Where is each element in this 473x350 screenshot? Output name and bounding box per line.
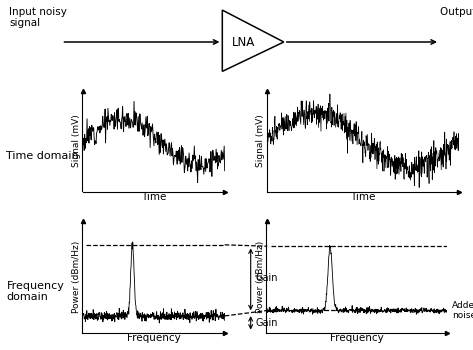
Text: Gain: Gain [255, 273, 278, 282]
Text: Added
noise: Added noise [452, 301, 473, 320]
Text: Frequency
domain: Frequency domain [7, 281, 64, 302]
Text: Gain: Gain [255, 318, 278, 328]
Text: Input noisy
signal: Input noisy signal [9, 7, 67, 28]
Text: Output signal: Output signal [440, 7, 473, 17]
Text: Time domain: Time domain [7, 151, 79, 161]
X-axis label: Time: Time [141, 192, 166, 202]
X-axis label: Frequency: Frequency [127, 334, 181, 343]
Y-axis label: Signal (mV): Signal (mV) [72, 114, 81, 167]
X-axis label: Frequency: Frequency [330, 333, 384, 343]
Y-axis label: Power (dBm/Hz): Power (dBm/Hz) [72, 240, 81, 313]
Y-axis label: Signal (mV): Signal (mV) [256, 114, 265, 167]
Y-axis label: Power (dBm/Hz): Power (dBm/Hz) [256, 240, 265, 313]
Text: LNA: LNA [232, 35, 255, 49]
X-axis label: Time: Time [350, 192, 376, 202]
